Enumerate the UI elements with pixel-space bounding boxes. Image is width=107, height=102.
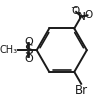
Text: CH₃: CH₃ — [0, 45, 17, 55]
Text: Br: Br — [75, 84, 88, 97]
Text: N: N — [78, 12, 85, 22]
Text: S: S — [24, 43, 33, 57]
Text: O: O — [24, 54, 33, 64]
Text: O: O — [84, 10, 93, 20]
Text: O: O — [24, 37, 33, 47]
Text: O: O — [71, 6, 79, 16]
Text: −: − — [70, 3, 77, 12]
Text: +: + — [80, 11, 87, 20]
